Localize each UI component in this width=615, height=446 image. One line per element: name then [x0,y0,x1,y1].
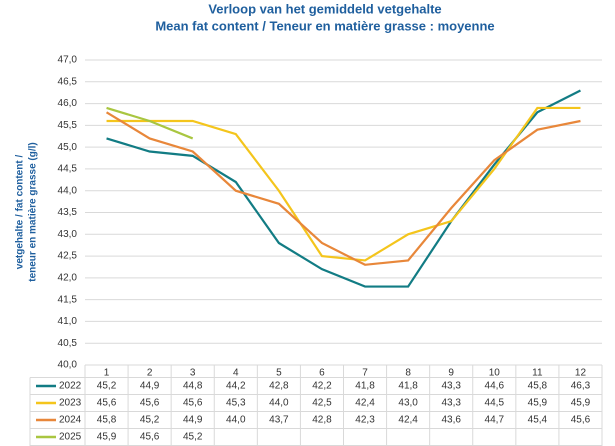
legend-label: 2022 [59,381,82,392]
y-tick-label: 45,0 [58,142,78,153]
y-tick-label: 42,5 [58,251,78,262]
y-tick-label: 45,5 [58,120,78,131]
table-cell: 43,3 [441,398,461,409]
y-tick-label: 43,5 [58,207,78,218]
table-cell: 42,4 [398,415,418,426]
table-cell: 45,6 [140,398,160,409]
y-axis-label: vetgehalte / fat content / [15,155,26,270]
y-tick-label: 46,0 [58,98,78,109]
y-tick-label: 44,5 [58,164,78,175]
table-cell: 42,3 [355,415,375,426]
table-cell: 41,8 [398,381,418,392]
table-cell: 41,8 [355,381,375,392]
table-cell: 45,2 [140,415,160,426]
series-line [106,106,581,262]
y-tick-label: 47,0 [58,55,78,66]
series-line [105,111,581,266]
x-tick-label: 1 [104,368,110,379]
table-cell: 42,5 [312,398,332,409]
y-tick-label: 46,5 [58,76,78,87]
table-cell: 44,8 [183,381,203,392]
table-cell: 42,8 [269,381,289,392]
x-tick-label: 2 [147,368,153,379]
y-tick-label: 41,0 [58,316,78,327]
y-tick-label: 41,5 [58,294,78,305]
legend-label: 2023 [59,398,82,409]
table-cell: 45,6 [140,432,160,443]
x-tick-label: 10 [489,368,501,379]
table-cell: 44,7 [485,415,505,426]
table-cell: 42,2 [312,381,332,392]
table-cell: 45,9 [528,398,548,409]
table-cell: 44,0 [269,398,289,409]
x-tick-label: 6 [319,368,325,379]
legend-label: 2025 [59,432,82,443]
table-cell: 43,6 [441,415,461,426]
y-tick-label: 40,0 [58,360,78,371]
table-cell: 45,2 [97,381,117,392]
x-tick-label: 9 [448,368,454,379]
y-tick-label: 43,0 [58,229,78,240]
table-cell: 45,8 [528,381,548,392]
table-cell: 43,7 [269,415,289,426]
x-tick-label: 4 [233,368,239,379]
table-cell: 45,6 [97,398,117,409]
table-cell: 45,9 [97,432,117,443]
table-cell: 46,3 [571,381,591,392]
table-cell: 45,4 [528,415,548,426]
x-tick-label: 12 [575,368,587,379]
table-cell: 44,0 [226,415,246,426]
table-cell: 45,3 [226,398,246,409]
x-tick-label: 8 [405,368,411,379]
table-cell: 43,0 [398,398,418,409]
table-cell: 45,8 [97,415,117,426]
table-cell: 43,3 [441,381,461,392]
table-cell: 44,9 [140,381,160,392]
table-cell: 45,6 [183,398,203,409]
table-cell: 42,8 [312,415,332,426]
chart-subtitle: Mean fat content / Teneur en matière gra… [155,18,494,33]
x-tick-label: 5 [276,368,282,379]
series-line [106,106,194,140]
table-cell: 44,5 [485,398,505,409]
x-tick-label: 7 [362,368,368,379]
legend-label: 2024 [59,415,82,426]
table-cell: 45,2 [183,432,203,443]
chart-title: Verloop van het gemiddeld vetgehalte [208,1,441,16]
y-tick-label: 40,5 [58,338,78,349]
y-tick-label: 44,0 [58,185,78,196]
x-tick-label: 11 [532,368,543,379]
table-cell: 45,6 [571,415,591,426]
table-cell: 42,4 [355,398,375,409]
table-cell: 44,2 [226,381,246,392]
table-cell: 45,9 [571,398,591,409]
table-cell: 44,6 [485,381,505,392]
y-axis-label: teneur en matière grasse (g/l) [28,142,39,282]
x-tick-label: 3 [190,368,196,379]
y-tick-label: 42,0 [58,272,78,283]
table-cell: 44,9 [183,415,203,426]
